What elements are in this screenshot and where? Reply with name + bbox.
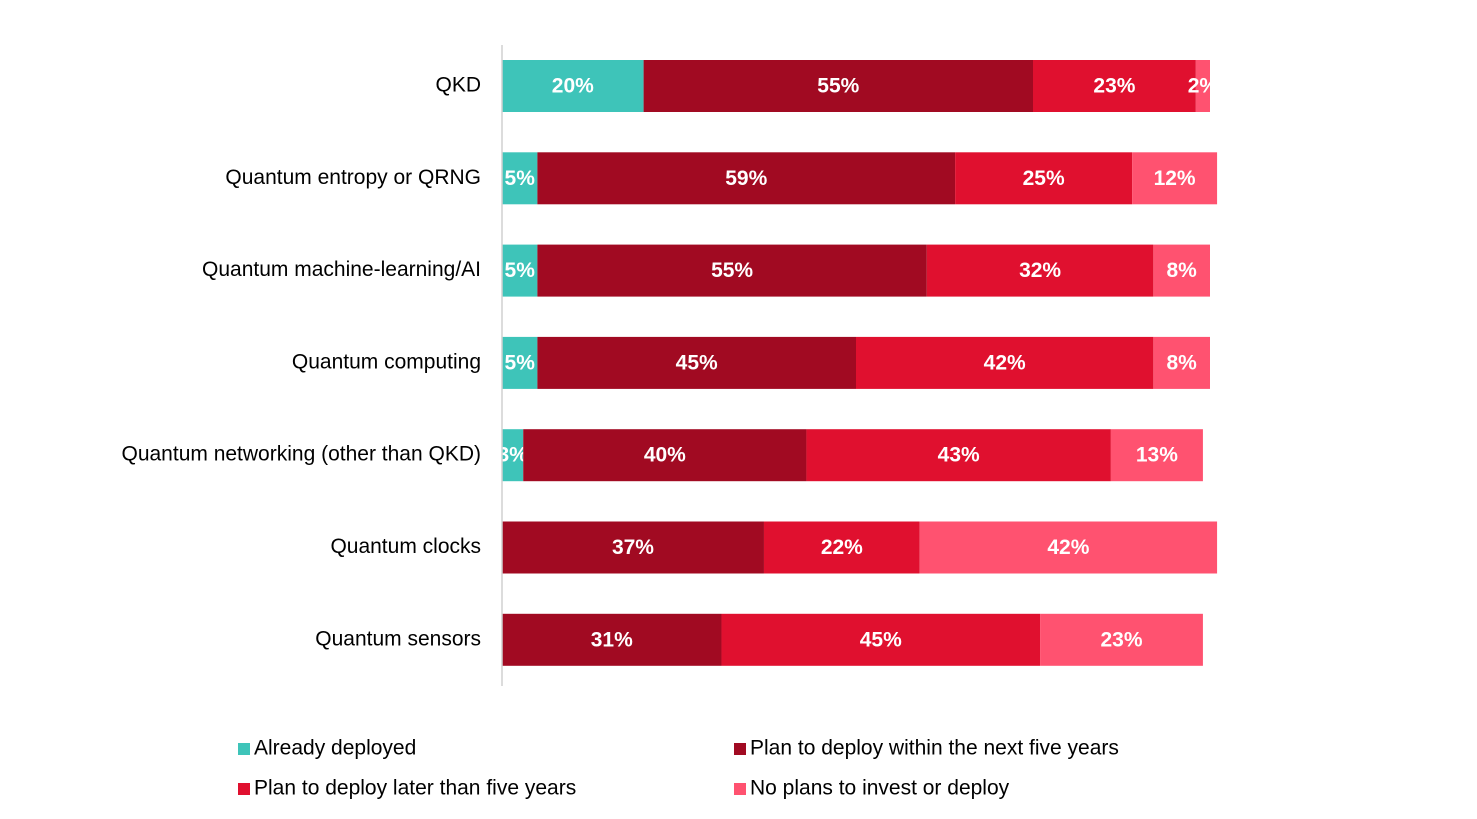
category-label: QKD xyxy=(435,74,481,97)
value-label: 25% xyxy=(1023,167,1065,190)
bar-segment xyxy=(502,336,538,389)
legend-swatch xyxy=(734,783,746,795)
legend-swatch xyxy=(734,743,746,755)
value-label: 22% xyxy=(821,536,863,559)
value-label: 12% xyxy=(1154,167,1196,190)
bar-segment xyxy=(502,429,524,482)
value-label: 59% xyxy=(725,167,767,190)
bar-segment xyxy=(537,152,956,205)
value-label: 20% xyxy=(552,75,594,98)
value-label: 23% xyxy=(1100,628,1142,651)
value-label: 8% xyxy=(1167,351,1198,374)
bar-segment xyxy=(919,521,1218,574)
bar-segment xyxy=(856,336,1154,389)
category-label: Quantum machine-learning/AI xyxy=(202,258,481,281)
value-label: 8% xyxy=(1167,259,1198,282)
value-label: 55% xyxy=(711,259,753,282)
legend-swatch xyxy=(238,743,250,755)
bar-segment xyxy=(955,152,1133,205)
category-label: Quantum computing xyxy=(292,350,481,373)
bar-segment xyxy=(502,60,644,112)
legend-label: Already deployed xyxy=(254,737,416,760)
bar-segment xyxy=(502,152,538,205)
value-label: 5% xyxy=(505,351,536,374)
bar-segment xyxy=(763,521,920,574)
category-label: Quantum sensors xyxy=(315,627,481,650)
bar-segment xyxy=(1110,429,1203,482)
value-label: 45% xyxy=(860,628,902,651)
bar-segment xyxy=(502,244,538,297)
bar-segment xyxy=(1195,60,1210,112)
category-label: Quantum networking (other than QKD) xyxy=(121,443,481,466)
value-label: 32% xyxy=(1019,259,1061,282)
legend-label: Plan to deploy later than five years xyxy=(254,777,576,800)
bar-segment xyxy=(537,244,927,297)
value-label: 40% xyxy=(644,444,686,467)
value-label: 43% xyxy=(938,444,980,467)
bar-segment xyxy=(926,244,1154,297)
category-label: Quantum entropy or QRNG xyxy=(225,166,481,189)
value-label: 5% xyxy=(505,259,536,282)
bar-segment xyxy=(502,613,722,666)
bar-segment xyxy=(502,521,764,574)
bar-segment xyxy=(806,429,1111,482)
bar-segment xyxy=(1033,60,1196,112)
legend-label: Plan to deploy within the next five year… xyxy=(750,737,1119,760)
value-label: 3% xyxy=(497,444,528,467)
value-label: 42% xyxy=(1047,536,1089,559)
bar-segment xyxy=(1153,244,1210,297)
category-label: Quantum clocks xyxy=(330,535,481,558)
bar-segment xyxy=(1040,613,1203,666)
value-label: 23% xyxy=(1093,75,1135,98)
value-label: 5% xyxy=(505,167,536,190)
bar-segment xyxy=(643,60,1033,112)
value-label: 42% xyxy=(984,351,1026,374)
legend-swatch xyxy=(238,783,250,795)
value-label: 31% xyxy=(591,628,633,651)
legend-label: No plans to invest or deploy xyxy=(750,777,1010,800)
value-label: 55% xyxy=(817,75,859,98)
value-label: 37% xyxy=(612,536,654,559)
value-label: 13% xyxy=(1136,444,1178,467)
bar-segment xyxy=(1153,336,1210,389)
bar-segment xyxy=(721,613,1041,666)
bar-segment xyxy=(537,336,856,389)
bar-segment xyxy=(1132,152,1218,205)
value-label: 45% xyxy=(676,351,718,374)
value-label: 2% xyxy=(1188,75,1219,98)
bar-segment xyxy=(523,429,807,482)
